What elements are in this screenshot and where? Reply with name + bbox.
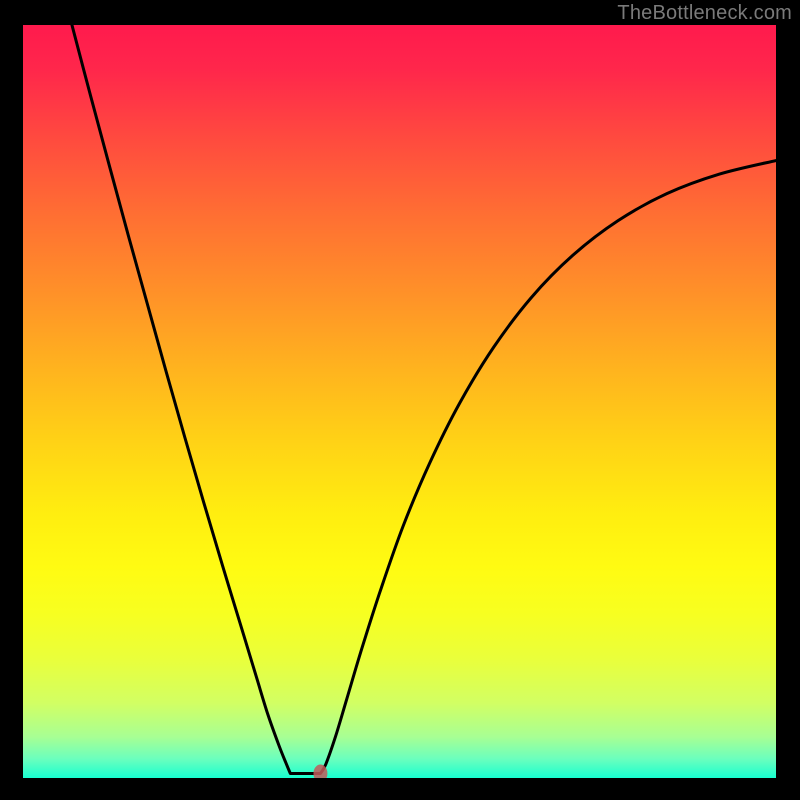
chart-svg (23, 25, 776, 778)
bottleneck-chart (23, 25, 776, 778)
attribution-label: TheBottleneck.com (617, 2, 792, 25)
gradient-background (23, 25, 776, 778)
